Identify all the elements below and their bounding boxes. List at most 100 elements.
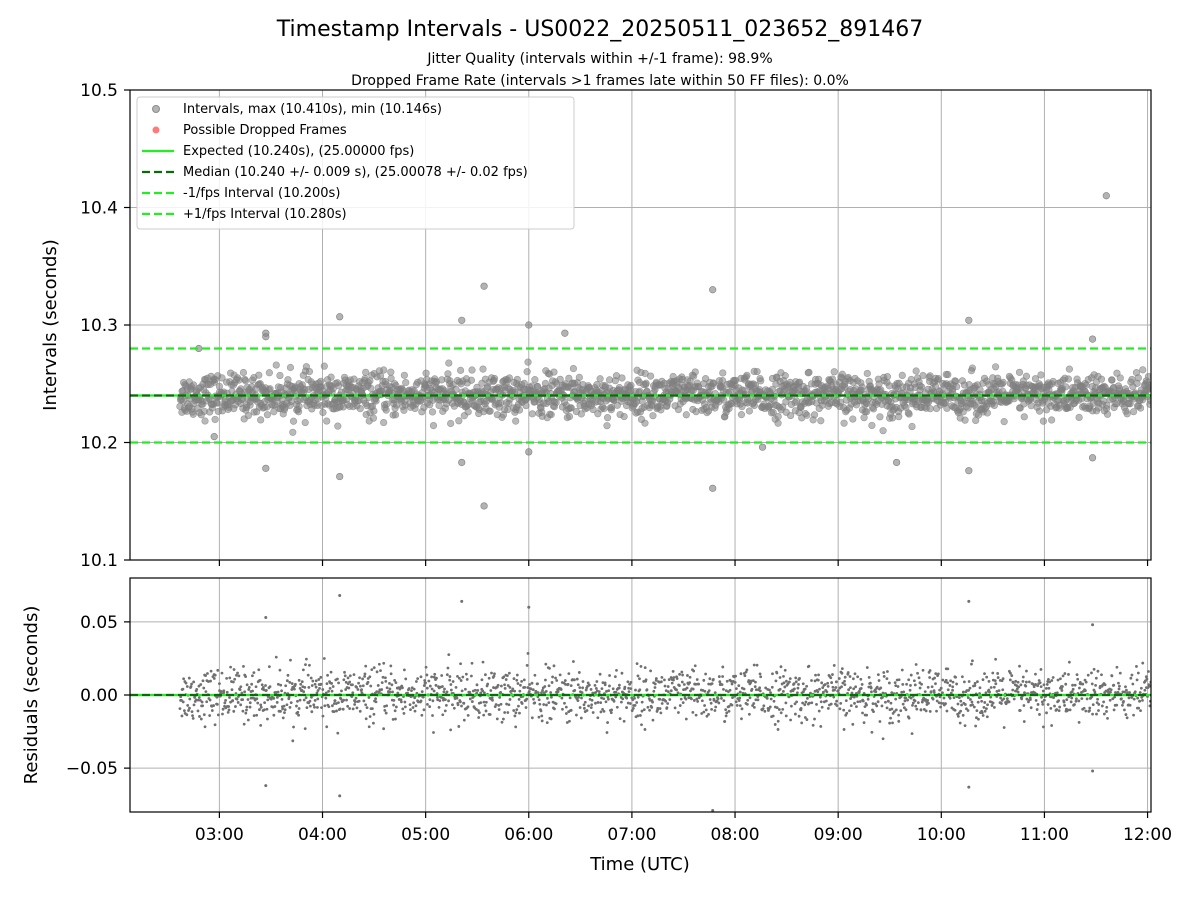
residual-point — [419, 675, 423, 679]
residual-point — [869, 686, 873, 690]
residual-point — [576, 683, 580, 687]
residual-point — [308, 663, 311, 667]
residual-point — [710, 707, 713, 711]
residual-point — [621, 697, 625, 701]
residual-point — [209, 669, 213, 673]
chart-title: Timestamp Intervals - US0022_20250511_02… — [276, 17, 923, 42]
residual-point — [182, 677, 186, 681]
residual-point — [865, 703, 868, 707]
residual-point — [779, 665, 783, 669]
residual-point — [816, 690, 820, 694]
residual-point — [819, 725, 823, 728]
residual-point — [433, 672, 437, 676]
residual-point — [840, 685, 843, 689]
residual-point — [995, 690, 999, 693]
residual-point — [769, 697, 773, 701]
interval-point — [556, 375, 564, 383]
residual-point — [428, 698, 432, 702]
interval-point — [803, 411, 811, 419]
chart-subtitle-dropped: Dropped Frame Rate (intervals >1 frames … — [351, 73, 849, 89]
residual-point — [314, 685, 318, 689]
residual-point — [1000, 702, 1003, 705]
residual-point — [820, 705, 824, 709]
residual-point — [829, 676, 833, 680]
residual-point — [704, 708, 708, 712]
residual-point — [348, 680, 352, 684]
residual-point — [210, 709, 214, 712]
residual-point — [452, 706, 456, 710]
residual-point — [881, 695, 884, 699]
interval-outlier-point — [1088, 335, 1097, 343]
residual-point — [681, 701, 685, 704]
residual-point — [904, 696, 908, 700]
residual-point — [957, 696, 961, 700]
residual-point — [430, 675, 434, 679]
residual-point — [379, 669, 382, 673]
interval-point — [565, 412, 574, 421]
residual-point — [330, 682, 334, 685]
residual-point — [339, 697, 343, 701]
residual-point — [643, 666, 647, 669]
residual-point — [910, 732, 914, 736]
residual-points — [178, 594, 1151, 812]
residual-point — [1080, 697, 1084, 701]
residual-point — [903, 699, 907, 703]
residual-point — [730, 703, 734, 707]
residual-point — [519, 683, 522, 687]
residual-point — [1005, 697, 1009, 701]
interval-point — [479, 365, 487, 373]
residual-point — [254, 685, 258, 689]
residual-point — [675, 688, 678, 692]
residual-point — [829, 702, 833, 706]
residual-point — [195, 688, 199, 691]
residual-point — [568, 719, 571, 723]
residual-point — [468, 690, 472, 694]
residual-point — [320, 695, 324, 699]
interval-point — [888, 414, 897, 422]
residual-point — [611, 687, 615, 691]
residual-point — [197, 696, 201, 699]
interval-outlier-point — [336, 472, 344, 481]
residual-point — [257, 668, 261, 672]
residual-point — [495, 717, 499, 721]
residual-point — [1066, 708, 1070, 712]
residual-point — [724, 714, 728, 718]
residual-point — [832, 664, 836, 667]
residual-point — [487, 676, 491, 680]
residual-point — [336, 677, 339, 681]
interval-point — [858, 383, 866, 391]
residual-point — [889, 716, 892, 720]
residual-point — [304, 657, 308, 661]
residual-point — [707, 682, 711, 686]
residual-point — [606, 721, 609, 724]
residual-point — [527, 690, 531, 693]
legend-dropped-marker — [152, 126, 160, 134]
residual-point — [513, 689, 517, 693]
residual-point — [368, 675, 372, 679]
interval-point — [810, 411, 819, 419]
residual-point — [374, 697, 377, 701]
residual-point — [305, 706, 309, 709]
residual-point — [867, 675, 871, 679]
residual-point — [358, 676, 361, 680]
residual-point — [905, 682, 909, 686]
residual-point — [1082, 706, 1086, 710]
residual-point — [250, 682, 254, 686]
residual-point — [880, 704, 884, 708]
interval-point — [786, 411, 795, 420]
residual-point — [443, 698, 447, 702]
residual-point — [532, 697, 535, 701]
residual-point — [434, 683, 438, 687]
residual-point — [1100, 704, 1104, 708]
residual-point — [1071, 687, 1075, 691]
residual-point — [1094, 676, 1098, 680]
interval-outlier-point — [709, 286, 717, 294]
residual-point — [703, 704, 706, 707]
residual-point — [1061, 685, 1064, 688]
residual-point — [303, 727, 307, 731]
residual-point — [363, 672, 367, 676]
residual-point — [820, 681, 824, 685]
residual-point — [188, 706, 191, 710]
residual-point — [503, 683, 506, 687]
residual-point — [479, 691, 483, 695]
